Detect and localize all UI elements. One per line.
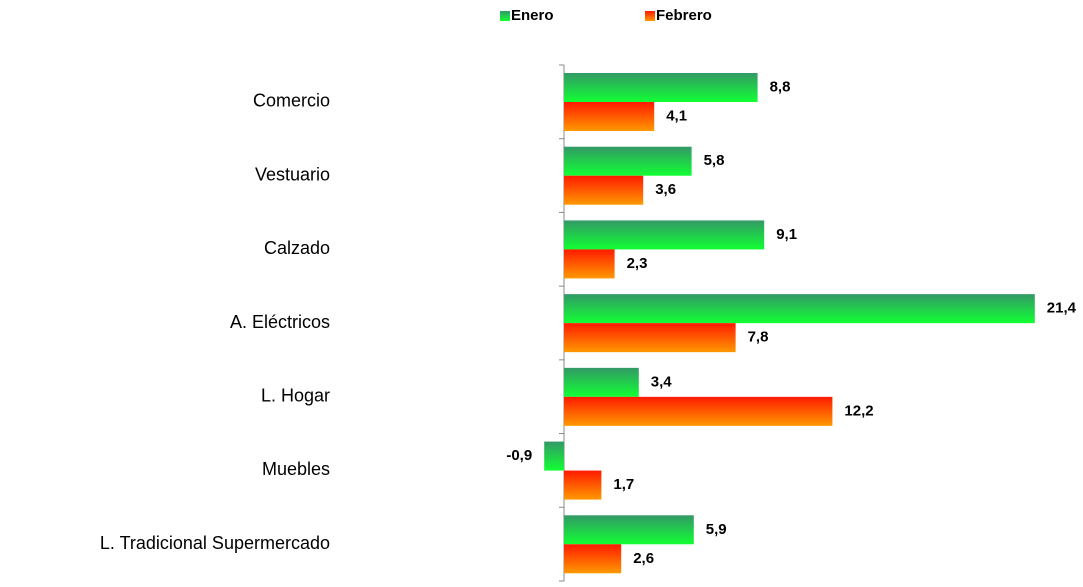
bar <box>564 73 758 102</box>
value-label: 21,4 <box>1047 300 1077 317</box>
bar <box>544 441 564 471</box>
value-label: 12,2 <box>844 402 873 419</box>
category-label: Calzado <box>264 238 330 258</box>
value-label: 9,1 <box>776 226 797 243</box>
value-label: 5,8 <box>704 152 725 169</box>
value-label: 2,3 <box>627 255 648 272</box>
category-label: Muebles <box>262 459 330 479</box>
bar <box>564 146 692 176</box>
bar <box>564 544 622 574</box>
bar <box>564 515 694 545</box>
bar <box>564 396 833 426</box>
legend-swatch <box>645 11 655 21</box>
value-label: 5,9 <box>706 521 727 538</box>
legend-label: Enero <box>511 7 554 24</box>
category-label: Comercio <box>253 91 330 111</box>
category-label: L. Hogar <box>261 385 330 405</box>
category-label: L. Tradicional Supermercado <box>100 533 330 553</box>
bar <box>564 102 655 131</box>
value-label: 3,4 <box>651 373 673 390</box>
bar <box>564 294 1035 324</box>
legend-label: Febrero <box>656 7 712 24</box>
value-label: -0,9 <box>506 447 532 464</box>
bar <box>564 367 639 397</box>
value-label: 2,6 <box>633 550 654 567</box>
value-label: 7,8 <box>748 329 769 346</box>
bar <box>564 249 615 279</box>
value-label: 4,1 <box>666 107 687 124</box>
bar <box>564 175 644 205</box>
category-label: A. Eléctricos <box>230 312 330 332</box>
bar <box>564 220 765 250</box>
bar <box>564 470 602 500</box>
value-label: 8,8 <box>770 78 791 95</box>
legend-swatch <box>500 11 510 21</box>
category-label: Vestuario <box>255 164 330 184</box>
value-label: 3,6 <box>655 181 676 198</box>
bar <box>564 323 736 353</box>
value-label: 1,7 <box>613 476 634 493</box>
